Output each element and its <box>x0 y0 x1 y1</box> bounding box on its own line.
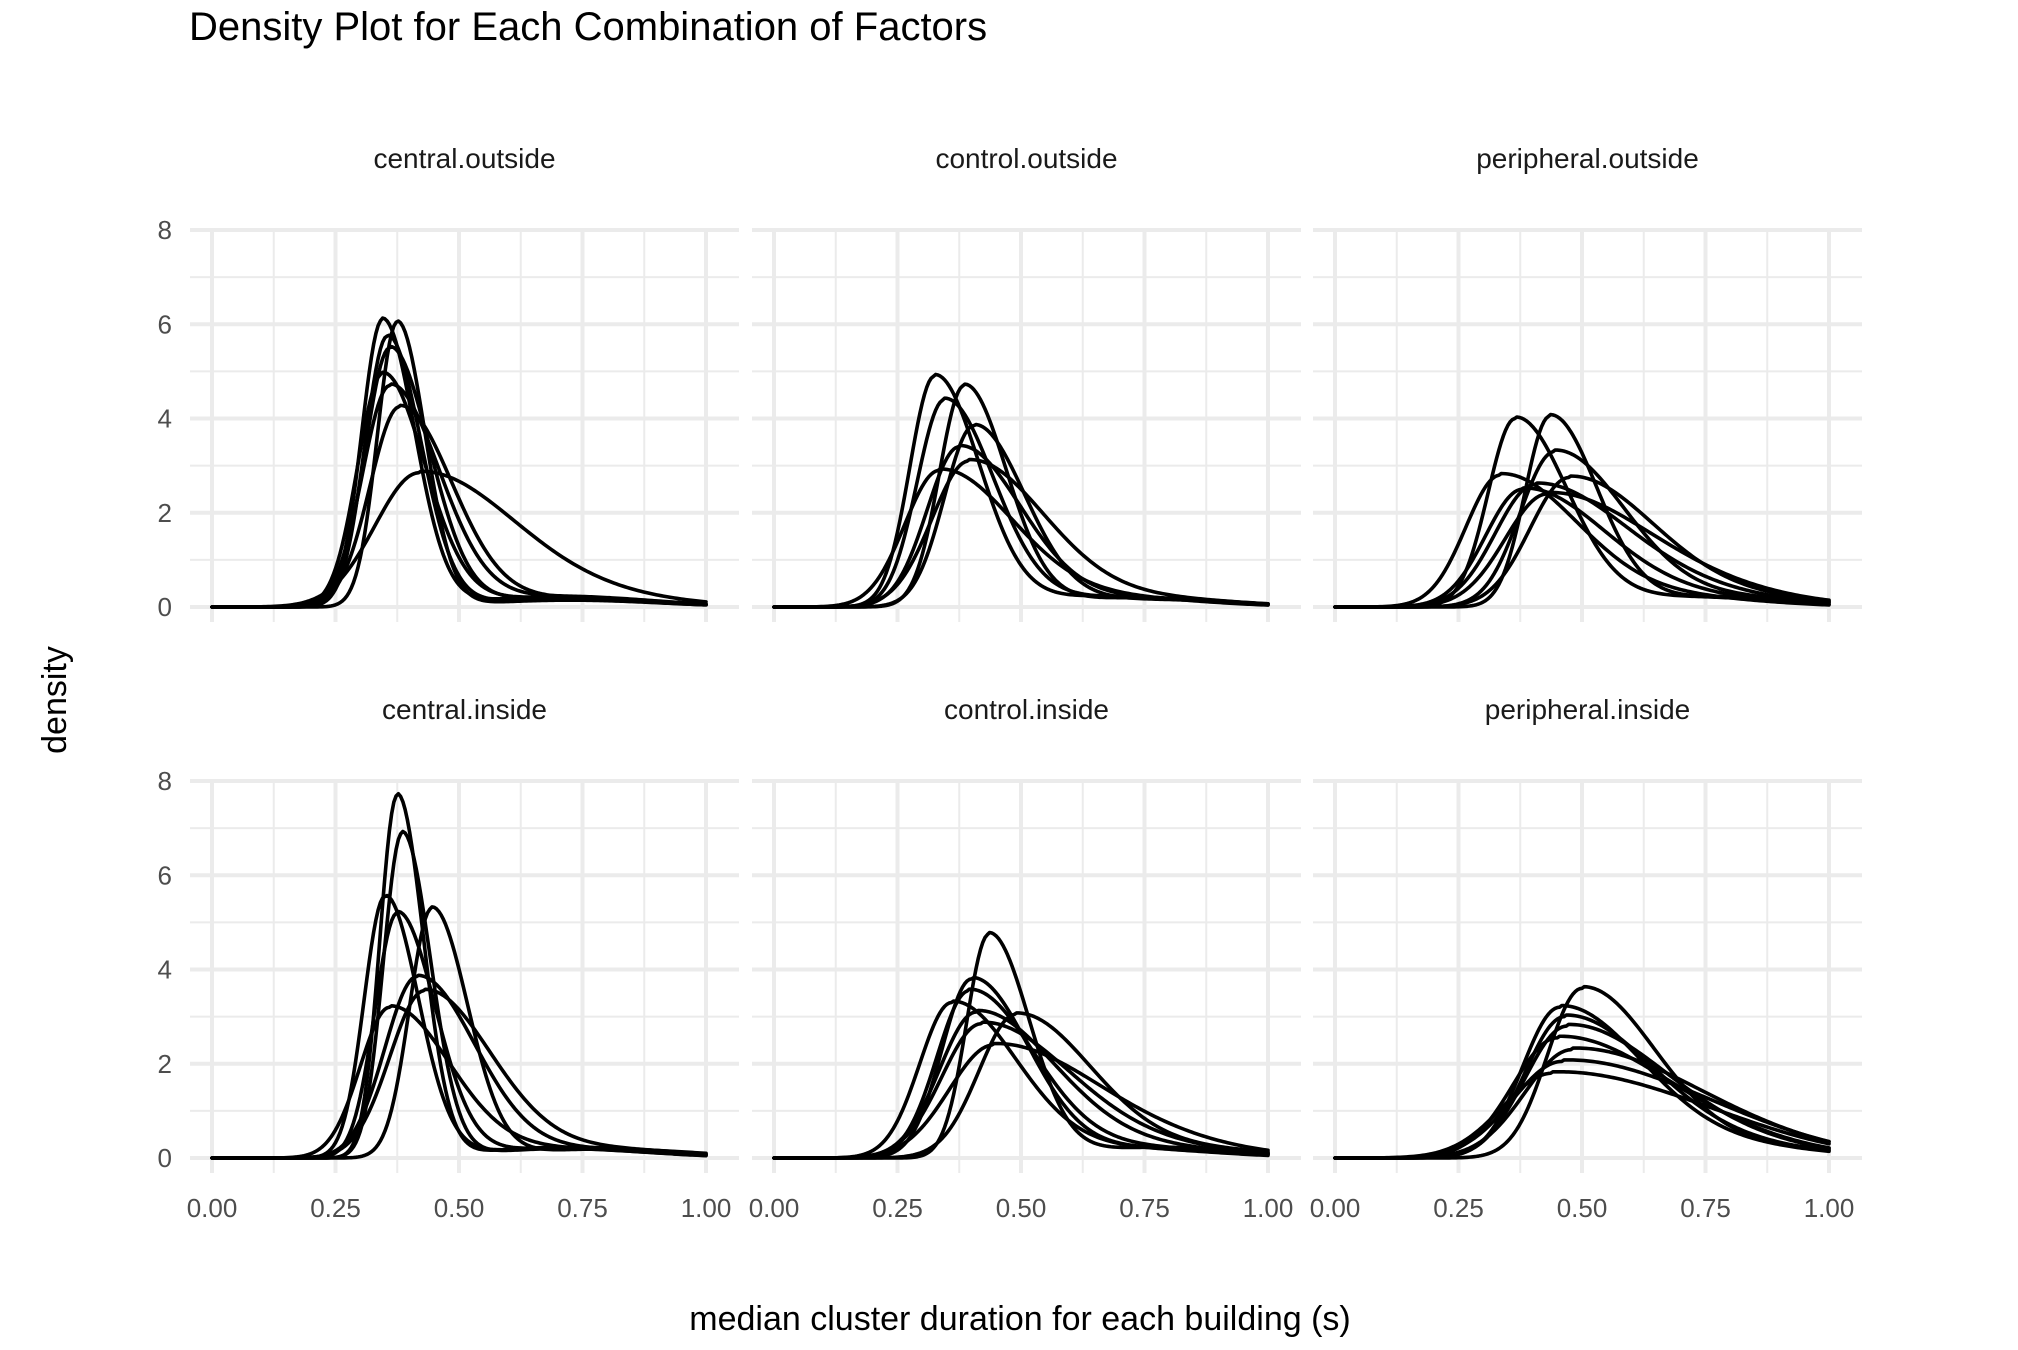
density-curve-building-7 <box>772 467 1270 609</box>
y-tick-label: 0 <box>158 1143 172 1173</box>
x-tick-label: 0.50 <box>434 1193 485 1223</box>
panel-central.inside: central.inside 0 2 4 6 8 0.00 0.25 0.50 0.75 1.00 <box>158 694 739 1223</box>
strip-label: control.outside <box>935 143 1117 174</box>
x-tick-label: 0.00 <box>1310 1193 1361 1223</box>
x-axis-label: median cluster duration for each buildin… <box>689 1300 1350 1338</box>
density-curve-building-7 <box>210 403 708 609</box>
y-tick-label: 8 <box>158 215 172 245</box>
density-curve-building-8 <box>210 1004 708 1160</box>
y-tick-label: 2 <box>158 498 172 528</box>
y-axis-label: density <box>36 646 74 754</box>
panel-control.outside: control.outside <box>752 143 1301 622</box>
density-curve-building-8 <box>772 1041 1270 1160</box>
strip-label: central.outside <box>373 143 555 174</box>
x-tick-label: 0.25 <box>1433 1193 1484 1223</box>
strip-label: control.inside <box>944 694 1109 725</box>
density-curve-building-8 <box>210 469 708 609</box>
x-tick-label: 1.00 <box>1243 1193 1294 1223</box>
x-tick-label: 0.75 <box>557 1193 608 1223</box>
density-curve-building-4 <box>1333 471 1831 609</box>
y-tick-label: 4 <box>158 955 172 985</box>
x-tick-label: 0.25 <box>872 1193 923 1223</box>
x-tick-label: 0.00 <box>749 1193 800 1223</box>
x-tick-label: 0.50 <box>1557 1193 1608 1223</box>
density-curve-building-8 <box>1333 490 1831 609</box>
y-tick-label: 4 <box>158 404 172 434</box>
y-tick-label: 0 <box>158 592 172 622</box>
y-tick-label: 2 <box>158 1049 172 1079</box>
x-tick-label: 0.75 <box>1119 1193 1170 1223</box>
x-tick-label: 0.50 <box>996 1193 1047 1223</box>
strip-label: peripheral.outside <box>1476 143 1699 174</box>
x-tick-label: 0.75 <box>1680 1193 1731 1223</box>
density-curve-building-8 <box>1333 1069 1831 1160</box>
x-tick-label: 1.00 <box>1804 1193 1855 1223</box>
y-tick-label: 6 <box>158 860 172 890</box>
strip-label: peripheral.inside <box>1485 694 1690 725</box>
density-curve-building-6 <box>772 457 1270 609</box>
panel-control.inside: control.inside 0.00 0.25 0.50 0.75 1.00 <box>749 694 1301 1223</box>
y-tick-label: 8 <box>158 766 172 796</box>
panel-peripheral.outside: peripheral.outside <box>1313 143 1862 622</box>
chart-title: Density Plot for Each Combination of Fac… <box>189 5 987 49</box>
x-tick-label: 0.25 <box>310 1193 361 1223</box>
panels-layer: central.outside 0 2 4 6 8 control.outside perip… <box>158 143 1862 1223</box>
strip-label: central.inside <box>382 694 547 725</box>
x-tick-label: 0.00 <box>187 1193 238 1223</box>
panel-central.outside: central.outside 0 2 4 6 8 <box>158 143 739 622</box>
x-tick-label: 1.00 <box>681 1193 732 1223</box>
panel-peripheral.inside: peripheral.inside 0.00 0.25 0.50 0.75 1.00 <box>1310 694 1862 1223</box>
y-tick-label: 6 <box>158 309 172 339</box>
